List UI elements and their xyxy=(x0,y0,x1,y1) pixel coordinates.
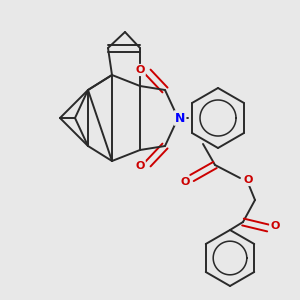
Text: O: O xyxy=(135,65,145,75)
Text: O: O xyxy=(135,161,145,171)
Text: N: N xyxy=(175,112,185,124)
Text: O: O xyxy=(180,177,190,187)
Text: O: O xyxy=(243,175,253,185)
Text: O: O xyxy=(270,221,280,231)
